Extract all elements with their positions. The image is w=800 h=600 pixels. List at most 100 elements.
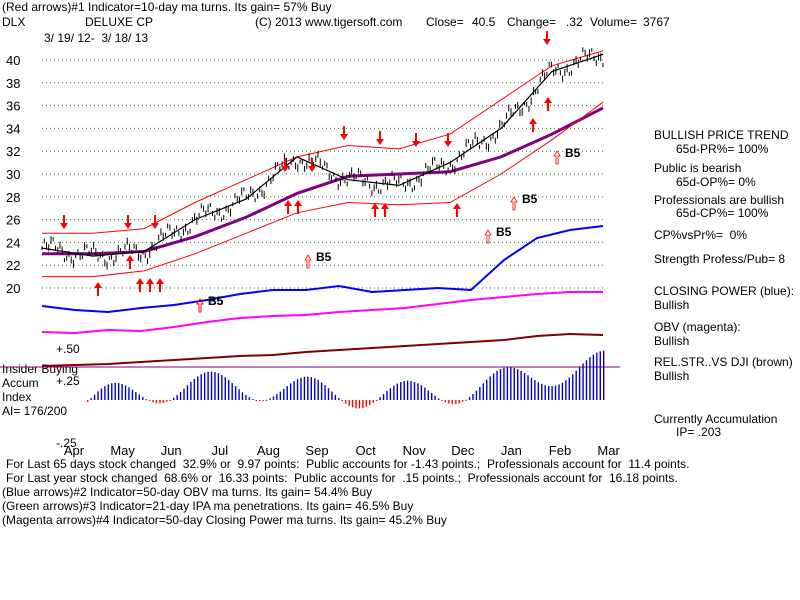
accum-bar <box>310 377 312 400</box>
accum-bar <box>179 391 182 400</box>
accum-bar <box>148 400 151 402</box>
accum-bar <box>159 400 161 404</box>
accum-bar <box>572 374 574 400</box>
b5-label: B5 <box>496 225 512 239</box>
series-65-day-ma <box>42 106 604 256</box>
up-arrow <box>544 97 552 111</box>
obv-line <box>41 291 603 335</box>
accum-bar <box>506 367 509 400</box>
index-label: Index <box>2 390 32 404</box>
accum-bar <box>307 376 309 400</box>
series-lower-band <box>42 101 604 278</box>
accum-bar <box>107 384 110 400</box>
accum-bar <box>283 388 285 400</box>
b5-arrow <box>196 298 204 313</box>
accum-bar <box>238 389 240 400</box>
accum-bar <box>400 381 402 400</box>
accum-bar <box>320 382 323 400</box>
x-tick-sep: Sep <box>305 443 328 458</box>
x-tick-jan: Jan <box>501 443 522 458</box>
accum-bar <box>386 391 388 400</box>
accum-level-minus-25: -.25 <box>56 436 77 450</box>
footer-65-day: For Last 65 days stock changed 32.9% or … <box>6 457 690 471</box>
relstr-line <box>41 332 604 367</box>
accum-bar <box>90 398 92 400</box>
accum-bar <box>207 371 209 400</box>
accum-bar <box>585 360 588 400</box>
b5-arrow <box>304 254 312 269</box>
down-arrow <box>151 215 159 229</box>
down-arrow <box>308 158 316 172</box>
accum-bar <box>135 392 137 400</box>
footer-last-year: For Last year stock changed 68.6% or 16.… <box>6 471 678 485</box>
accum-bar <box>558 384 560 400</box>
accum-bar <box>331 391 333 400</box>
x-tick-may: May <box>110 443 135 458</box>
accum-bar <box>434 395 436 400</box>
ip-value: IP= .203 <box>676 425 722 439</box>
accum-bar <box>317 380 319 400</box>
x-tick-jul: Jul <box>211 443 228 458</box>
accum-bar <box>252 398 254 400</box>
accum-bar <box>534 380 536 400</box>
accum-bar <box>269 398 271 400</box>
y-tick-28: 28 <box>6 190 20 205</box>
y-tick-38: 38 <box>6 76 20 91</box>
footer-green-arrows: (Green arrows)#3 Indicator=21-day IPA ma… <box>2 499 414 513</box>
accum-bar <box>375 400 378 401</box>
accum-bar <box>420 385 423 400</box>
obv-value: Bullish <box>654 334 690 348</box>
up-arrow <box>529 118 537 132</box>
accum-bar <box>578 367 581 400</box>
x-tick-feb: Feb <box>549 443 571 458</box>
accum-bar <box>489 376 491 400</box>
closing-power-line <box>41 225 604 314</box>
relstr-label: REL.STR..VS DJI (brown) <box>654 355 793 369</box>
accum-bar <box>296 379 299 400</box>
accum-bar <box>162 400 165 403</box>
accum-bar <box>513 367 515 400</box>
accum-bar <box>568 377 570 400</box>
accum-bar <box>351 400 354 408</box>
y-tick-32: 32 <box>6 144 20 159</box>
down-arrow <box>60 215 68 229</box>
accum-bar <box>121 384 123 400</box>
accum-bar <box>152 400 154 403</box>
accum-bar <box>255 400 257 401</box>
accum-bar <box>431 393 433 400</box>
accum-bar <box>358 400 361 409</box>
accum-bar <box>173 397 175 400</box>
footer-magenta-arrows: (Magenta arrows)#4 Indicator=50-day Clos… <box>2 513 447 527</box>
accum-bar <box>104 386 106 400</box>
accum-bar <box>437 398 440 400</box>
accumulation-label: Currently Accumulation <box>654 412 778 426</box>
accum-bar <box>114 382 116 400</box>
accum-bar <box>403 380 405 400</box>
accum-bar <box>424 387 426 400</box>
y-axis-labels: 20 22 24 26 28 30 32 34 36 38 40 <box>6 53 20 296</box>
accum-bar <box>523 373 526 400</box>
accum-bar <box>537 382 540 400</box>
professionals-label: Professionals are bullish <box>654 193 785 207</box>
accum-bar <box>479 386 481 400</box>
up-arrow <box>136 278 144 292</box>
accum-bar <box>142 397 144 400</box>
accum-bar <box>554 385 557 400</box>
up-arrow <box>294 200 302 214</box>
accum-bar <box>197 376 199 400</box>
accum-level-plus-25: +.25 <box>56 374 80 388</box>
accum-bar <box>603 350 605 400</box>
accum-bar <box>245 394 247 400</box>
change-value: .32 <box>566 15 583 29</box>
x-tick-nov: Nov <box>403 443 427 458</box>
footer-blue-arrows: (Blue arrows)#2 Indicator=50-day OBV ma … <box>2 485 373 499</box>
down-arrow <box>412 133 420 147</box>
accum-bar <box>547 386 550 400</box>
b5-label: B5 <box>316 250 332 264</box>
accum-bar <box>138 394 140 400</box>
accum-bar <box>355 400 357 409</box>
accum-bar <box>117 383 120 400</box>
y-tick-24: 24 <box>6 235 20 250</box>
price-bars <box>41 47 604 270</box>
volume-value: 3767 <box>643 15 670 29</box>
